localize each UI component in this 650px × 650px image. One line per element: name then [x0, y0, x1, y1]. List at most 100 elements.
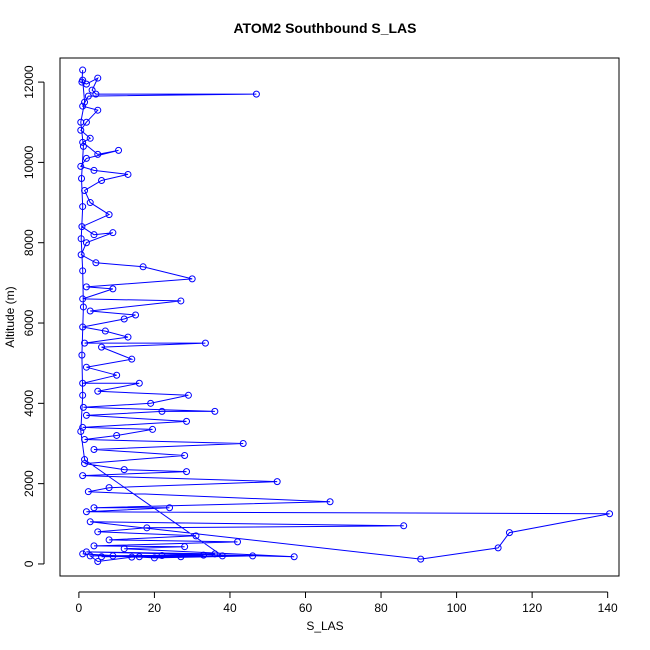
data-point: [79, 391, 87, 399]
data-point: [77, 235, 85, 243]
data-point: [113, 431, 121, 439]
data-point: [158, 407, 166, 415]
data-point: [109, 285, 117, 293]
data-point: [218, 552, 226, 560]
x-axis-label: S_LAS: [306, 619, 344, 633]
data-point: [105, 536, 113, 544]
data-point: [181, 452, 189, 460]
y-tick-label: 4000: [22, 390, 36, 417]
data-point: [211, 407, 219, 415]
data-point: [82, 154, 90, 162]
y-tick-label: 6000: [22, 309, 36, 336]
data-point: [79, 403, 87, 411]
data-point: [417, 555, 425, 563]
data-point: [79, 142, 87, 150]
data-point: [90, 446, 98, 454]
data-point: [77, 251, 85, 259]
data-point: [105, 484, 113, 492]
data-point: [105, 211, 113, 219]
x-tick-label: 80: [374, 601, 388, 615]
y-tick-label: 2000: [22, 470, 36, 497]
data-point: [90, 542, 98, 550]
data-point: [86, 552, 94, 560]
data-point: [84, 92, 92, 100]
data-point: [606, 510, 614, 518]
data-point: [135, 553, 143, 561]
y-axis-label: Altitude (m): [3, 286, 17, 348]
data-point: [79, 66, 87, 74]
data-point: [120, 545, 128, 553]
data-point: [98, 343, 106, 351]
data-point: [79, 102, 87, 110]
data-point: [124, 170, 132, 178]
data-point: [135, 379, 143, 387]
x-tick-label: 100: [447, 601, 467, 615]
data-point: [79, 379, 87, 387]
data-point: [184, 391, 192, 399]
x-tick-label: 60: [299, 601, 313, 615]
x-tick-label: 40: [223, 601, 237, 615]
data-point: [181, 543, 189, 551]
data-point: [115, 146, 123, 154]
data-point: [94, 528, 102, 536]
y-tick-label: 8000: [22, 229, 36, 256]
data-point: [120, 315, 128, 323]
data-point: [252, 90, 260, 98]
x-axis: 0 20 40 60 80 100 120 140: [76, 591, 618, 615]
series-line: [79, 69, 610, 563]
data-point: [82, 80, 90, 88]
data-point: [128, 355, 136, 363]
data-point: [79, 295, 87, 303]
y-tick-label: 0: [22, 560, 36, 567]
plot-box: [59, 57, 620, 577]
data-point: [88, 86, 96, 94]
data-point: [77, 126, 85, 134]
data-point: [149, 425, 157, 433]
data-point: [234, 538, 242, 546]
data-point: [188, 275, 196, 283]
data-point: [81, 456, 89, 464]
data-point: [79, 423, 87, 431]
data-point: [192, 532, 200, 540]
data-point: [147, 399, 155, 407]
data-point: [94, 150, 102, 158]
y-axis: 0 2000 4000 6000 8000 10000 12000: [22, 65, 45, 567]
data-point: [249, 552, 257, 560]
data-point: [90, 166, 98, 174]
data-point: [109, 552, 117, 560]
data-point: [132, 311, 140, 319]
data-point: [90, 504, 98, 512]
data-point: [113, 371, 121, 379]
data-point: [81, 187, 89, 195]
data-point: [79, 303, 87, 311]
data-point: [81, 98, 89, 106]
data-point: [79, 323, 87, 331]
y-tick-label: 12000: [22, 65, 36, 99]
data-point: [239, 439, 247, 447]
data-point: [177, 297, 185, 305]
data-point: [505, 529, 513, 537]
data-point: [183, 417, 191, 425]
x-tick-label: 120: [522, 601, 542, 615]
data-point: [81, 339, 89, 347]
data-point: [81, 460, 89, 468]
data-point: [326, 498, 334, 506]
data-point: [150, 554, 158, 562]
data-point: [290, 553, 298, 561]
data-point: [98, 176, 106, 184]
data-point: [139, 263, 147, 271]
x-tick-label: 20: [148, 601, 162, 615]
data-point: [78, 351, 86, 359]
data-point: [109, 229, 117, 237]
data-point: [98, 553, 106, 561]
data-point: [82, 548, 90, 556]
data-point: [273, 478, 281, 486]
data-point: [177, 553, 185, 561]
data-point: [81, 435, 89, 443]
data-point: [77, 427, 85, 435]
data-point: [86, 307, 94, 315]
data-point: [79, 267, 87, 275]
data-point: [400, 522, 408, 530]
data-point: [166, 504, 174, 512]
data-point: [79, 550, 87, 558]
